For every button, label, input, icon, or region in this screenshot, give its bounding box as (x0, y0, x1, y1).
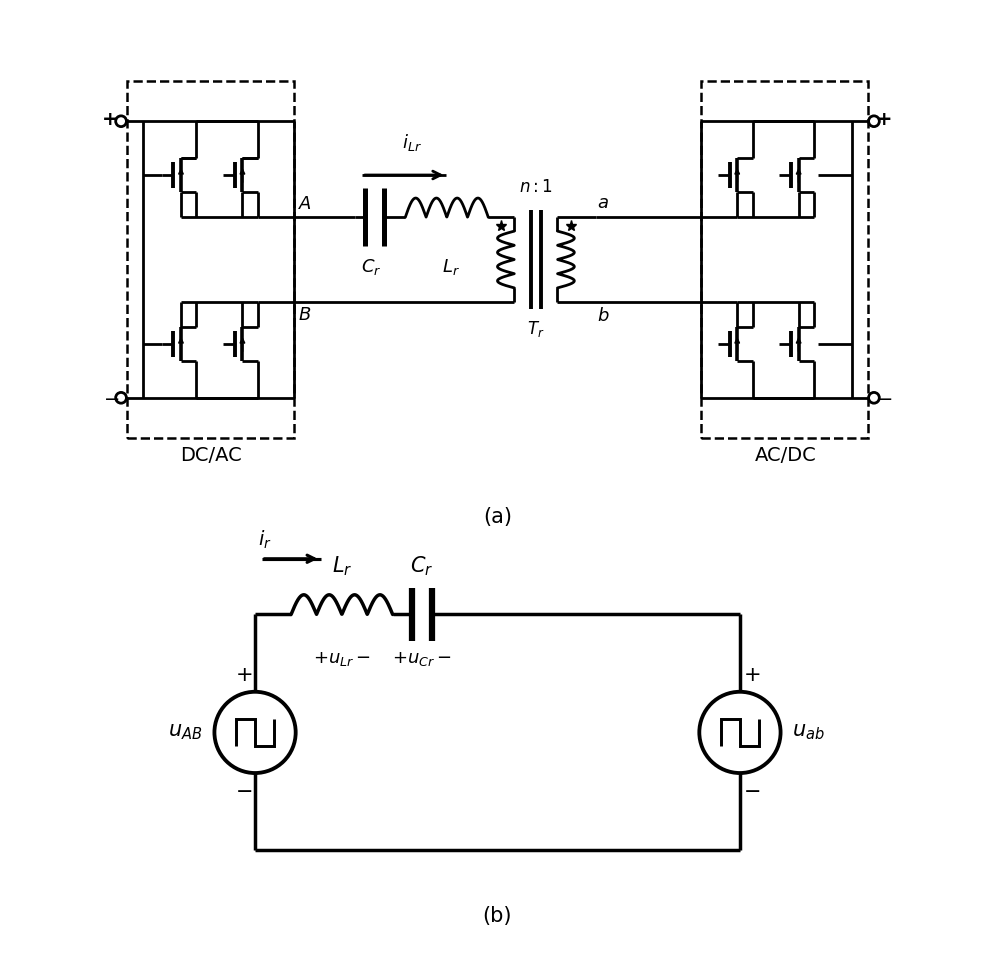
Text: $-$: $-$ (743, 780, 759, 801)
Text: $-$: $-$ (876, 388, 892, 408)
Text: $A$: $A$ (297, 196, 311, 213)
Text: $B$: $B$ (297, 306, 311, 323)
Text: (b): (b) (482, 906, 512, 926)
Text: $C_r$: $C_r$ (411, 555, 433, 579)
Text: $i_r$: $i_r$ (258, 529, 271, 551)
Text: $u_{ab}$: $u_{ab}$ (791, 722, 824, 742)
Text: $u_{AB}$: $u_{AB}$ (168, 722, 203, 742)
Text: $+$: $+$ (743, 665, 759, 684)
Text: $i_{Lr}$: $i_{Lr}$ (402, 133, 421, 154)
Text: $-$: $-$ (102, 388, 118, 408)
Text: (a): (a) (482, 507, 512, 527)
Text: $n:1$: $n:1$ (519, 178, 553, 196)
Text: $a$: $a$ (596, 194, 608, 212)
Text: $+u_{Cr}-$: $+u_{Cr}-$ (392, 650, 451, 669)
Text: $-$: $-$ (235, 780, 251, 801)
Text: $+u_{Lr}-$: $+u_{Lr}-$ (313, 650, 371, 669)
Text: $L_r$: $L_r$ (331, 555, 352, 579)
Text: $C_r$: $C_r$ (360, 257, 381, 277)
Text: +: + (102, 110, 118, 129)
Text: +: + (876, 110, 892, 129)
Text: $T_r$: $T_r$ (527, 318, 544, 339)
Text: $+$: $+$ (235, 665, 251, 684)
Text: AC/DC: AC/DC (754, 446, 816, 465)
Text: DC/AC: DC/AC (180, 446, 242, 465)
Text: $L_r$: $L_r$ (441, 257, 459, 277)
Text: $b$: $b$ (596, 307, 609, 325)
